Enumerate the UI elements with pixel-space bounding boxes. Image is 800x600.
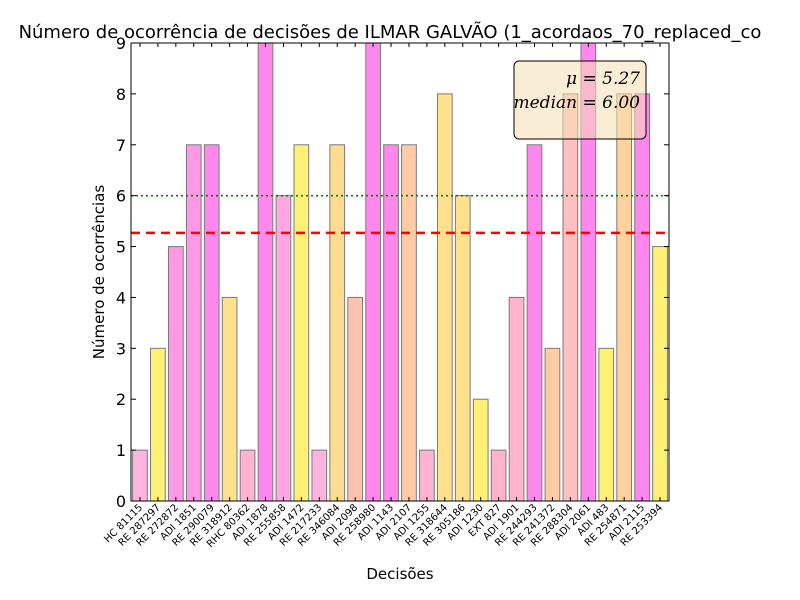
legend-box: μ = 5.27 median = 6.00 xyxy=(513,60,647,140)
y-axis-ticks: 0 1 2 3 4 5 6 7 8 9 xyxy=(116,34,669,511)
y-tick-label: 8 xyxy=(116,85,126,104)
bar xyxy=(526,144,543,502)
bar xyxy=(616,93,633,502)
bar xyxy=(598,347,615,502)
bar xyxy=(347,296,364,502)
bar xyxy=(239,449,256,502)
bar xyxy=(562,93,579,502)
bar xyxy=(329,144,346,502)
bar xyxy=(167,246,184,502)
bar xyxy=(490,449,507,502)
bar xyxy=(472,398,489,502)
y-tick-label: 0 xyxy=(116,492,126,511)
bar xyxy=(508,296,525,502)
plot-frame xyxy=(130,42,670,502)
bar xyxy=(652,246,668,502)
bar xyxy=(365,42,381,502)
y-tick-label: 5 xyxy=(116,238,126,257)
bar xyxy=(311,449,328,502)
legend-mean-label: μ = 5.27 xyxy=(566,69,640,89)
bar xyxy=(454,195,471,502)
bar xyxy=(275,195,292,502)
bar xyxy=(419,449,435,502)
legend-median-label: median = 6.00 xyxy=(514,93,641,113)
x-axis-label: Decisões xyxy=(366,565,433,583)
bar xyxy=(293,144,310,502)
y-axis-label: Número de ocorrências xyxy=(90,185,108,360)
bar xyxy=(383,144,399,502)
bar xyxy=(544,347,561,502)
bar xyxy=(150,347,166,502)
y-tick-label: 9 xyxy=(116,34,126,53)
bar xyxy=(401,144,417,502)
y-tick-label: 2 xyxy=(116,390,126,409)
bar xyxy=(257,42,274,502)
bar xyxy=(203,144,220,502)
y-tick-label: 7 xyxy=(116,136,126,155)
y-tick-label: 4 xyxy=(116,288,126,307)
chart-title: Número de ocorrência de decisões de ILMA… xyxy=(19,21,762,43)
y-tick-label: 1 xyxy=(116,441,126,460)
y-tick-label: 6 xyxy=(116,187,126,206)
bar xyxy=(634,93,650,502)
y-tick-label: 3 xyxy=(116,339,126,358)
bar xyxy=(185,144,202,502)
bar xyxy=(132,449,148,502)
bar xyxy=(221,296,238,502)
bar xyxy=(436,93,453,502)
